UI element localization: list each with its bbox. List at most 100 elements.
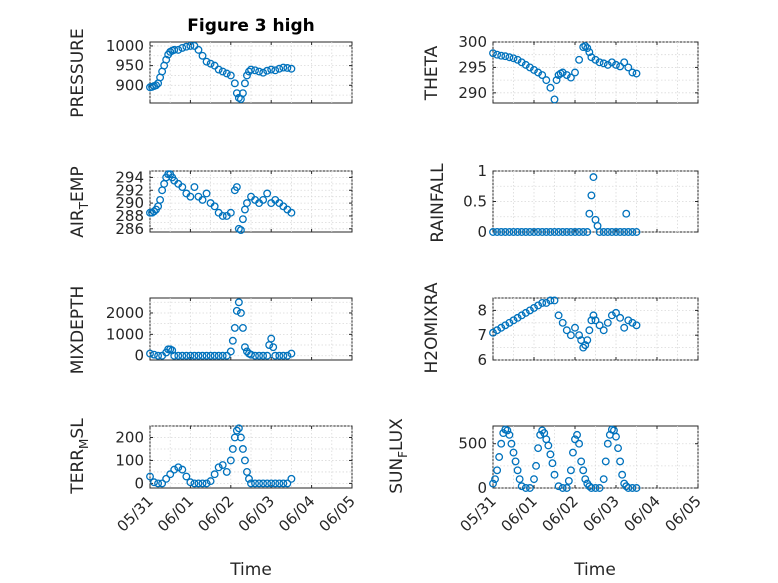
data-point bbox=[620, 323, 629, 332]
data-point bbox=[546, 450, 555, 459]
data-point bbox=[178, 465, 187, 474]
data-point bbox=[562, 326, 571, 335]
data-point bbox=[554, 482, 563, 491]
data-point bbox=[190, 479, 199, 488]
data-point bbox=[218, 351, 227, 360]
data-point bbox=[263, 189, 272, 198]
data-point bbox=[275, 479, 284, 488]
data-point bbox=[269, 343, 278, 352]
data-point bbox=[558, 484, 567, 492]
data-point bbox=[571, 323, 579, 332]
data-point bbox=[493, 326, 502, 335]
data-point bbox=[530, 303, 538, 312]
data-point bbox=[554, 311, 563, 320]
data-point bbox=[210, 470, 219, 479]
figure-title: Figure 3 high bbox=[187, 16, 315, 36]
grid-lines bbox=[492, 297, 699, 361]
data-point bbox=[624, 484, 633, 492]
y-axis-label: TERRMSL bbox=[68, 418, 91, 495]
tick-marks: 00.51 bbox=[463, 162, 699, 241]
data-point bbox=[585, 209, 594, 218]
data-point bbox=[513, 55, 522, 64]
data-point bbox=[614, 444, 622, 453]
data-point bbox=[607, 228, 616, 236]
y-tick-label: 1 bbox=[477, 162, 487, 180]
data-point bbox=[228, 445, 237, 453]
y-tick-label: 1000 bbox=[106, 325, 144, 343]
data-point bbox=[263, 479, 272, 488]
data-point bbox=[562, 71, 571, 79]
y-tick-label: 292 bbox=[115, 181, 144, 199]
data-point bbox=[489, 479, 497, 488]
data-point bbox=[218, 67, 227, 76]
data-point bbox=[267, 479, 276, 488]
data-point bbox=[595, 228, 604, 236]
y-tick-label: 286 bbox=[115, 220, 144, 238]
tick-marks: 6 7 8 bbox=[477, 298, 699, 369]
data-markers bbox=[146, 41, 296, 104]
data-point bbox=[503, 426, 512, 435]
data-point bbox=[259, 479, 268, 488]
data-point bbox=[624, 63, 633, 72]
data-point bbox=[591, 484, 600, 492]
grid-lines bbox=[149, 42, 353, 103]
subplot-mixdepth: 0 1000 2000 MIXDEPTH bbox=[68, 286, 353, 374]
data-point bbox=[228, 336, 237, 345]
subplot-theta: 290 295 300 THETA bbox=[422, 33, 699, 104]
x-tick-label: 06/04 bbox=[621, 492, 664, 535]
y-tick-label: 200 bbox=[115, 428, 144, 446]
data-point bbox=[544, 441, 553, 450]
grid-lines bbox=[492, 426, 699, 489]
data-point bbox=[632, 228, 641, 236]
data-point bbox=[581, 475, 590, 484]
y-tick-label: 300 bbox=[458, 33, 487, 51]
data-point bbox=[591, 55, 600, 64]
data-point bbox=[521, 308, 530, 317]
data-point bbox=[234, 298, 243, 307]
data-point bbox=[232, 306, 241, 315]
y-tick-label: 0 bbox=[477, 479, 487, 497]
data-point bbox=[603, 318, 612, 327]
data-point bbox=[210, 202, 219, 211]
y-tick-label: 290 bbox=[115, 194, 144, 212]
data-point bbox=[267, 334, 276, 343]
data-point bbox=[263, 66, 272, 75]
data-point bbox=[194, 351, 203, 360]
data-point bbox=[497, 51, 506, 60]
data-point bbox=[154, 351, 163, 360]
data-point bbox=[182, 472, 191, 481]
data-point bbox=[525, 63, 534, 72]
data-point bbox=[247, 350, 255, 359]
data-point bbox=[198, 195, 207, 204]
data-point bbox=[226, 208, 235, 217]
data-point bbox=[271, 479, 280, 488]
data-point bbox=[601, 457, 610, 466]
data-point bbox=[534, 68, 543, 77]
data-point bbox=[251, 351, 259, 360]
data-point bbox=[569, 448, 577, 457]
data-point bbox=[210, 61, 219, 70]
y-axis-label-part1: TERR bbox=[68, 449, 88, 495]
y-tick-label: 7 bbox=[477, 326, 487, 344]
data-point bbox=[255, 351, 264, 360]
data-point bbox=[497, 323, 506, 332]
data-point bbox=[251, 66, 259, 75]
x-tick-label: 06/03 bbox=[580, 492, 623, 535]
y-axis-label-sub: T bbox=[77, 201, 91, 210]
data-point bbox=[245, 474, 253, 483]
data-point bbox=[255, 479, 264, 488]
data-point bbox=[566, 331, 575, 340]
data-point bbox=[202, 189, 211, 198]
data-point bbox=[493, 50, 502, 59]
data-point bbox=[587, 53, 596, 62]
y-tick-label: 8 bbox=[477, 301, 487, 319]
data-point bbox=[517, 228, 526, 236]
y-tick-label: 290 bbox=[458, 84, 487, 102]
data-point bbox=[538, 299, 547, 307]
grid-lines bbox=[492, 41, 699, 103]
data-point bbox=[550, 95, 559, 104]
data-point bbox=[558, 68, 567, 77]
data-point bbox=[530, 475, 538, 484]
